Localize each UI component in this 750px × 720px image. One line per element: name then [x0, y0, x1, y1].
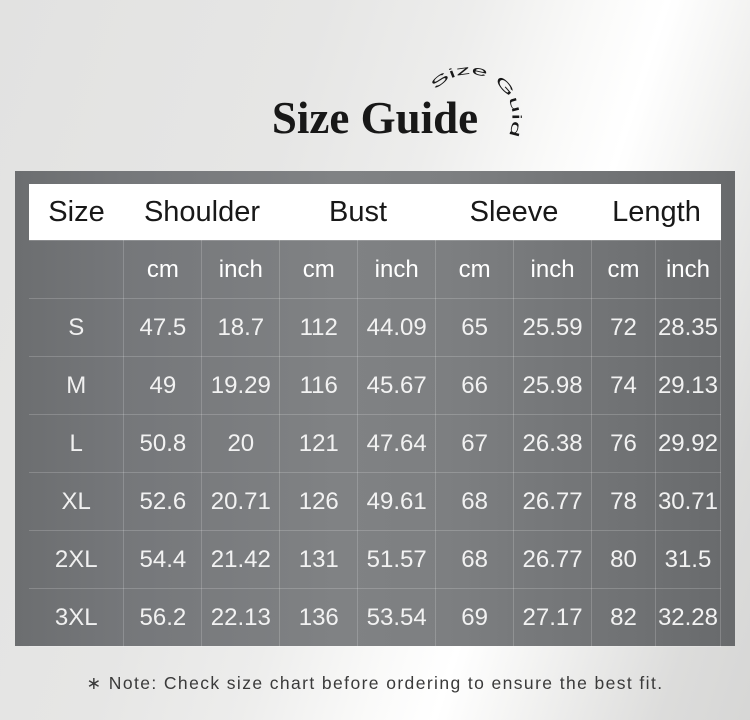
svg-text:Size Guide: Size Guide: [422, 57, 525, 139]
